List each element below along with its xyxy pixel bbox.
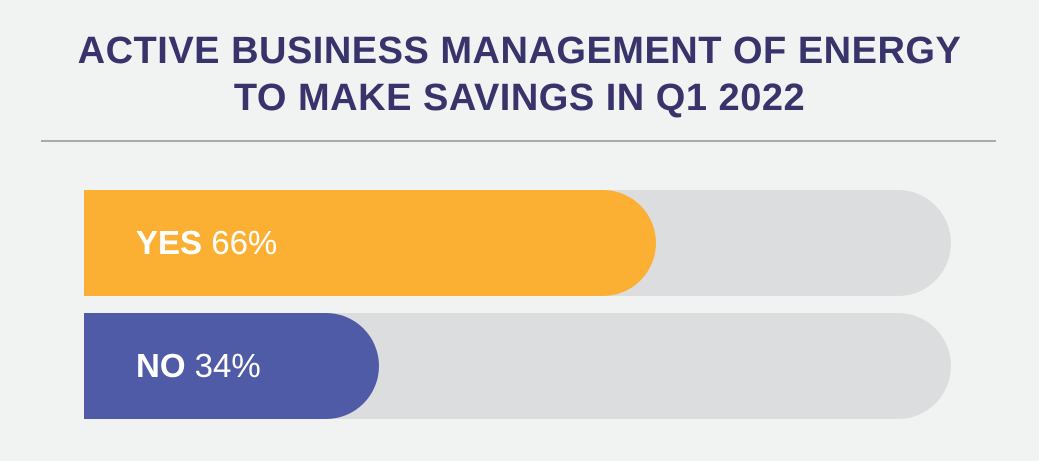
bar-yes	[84, 190, 657, 296]
bar-label-no: NO 34%	[136, 313, 261, 419]
bar-no	[84, 313, 379, 419]
chart-title: ACTIVE BUSINESS MANAGEMENT OF ENERGY TO …	[0, 28, 1039, 122]
bar-track-yes: YES 66%	[84, 190, 951, 296]
title-divider	[41, 140, 996, 142]
category-label: YES	[136, 224, 203, 261]
value-label: 66%	[202, 224, 278, 261]
chart-title-line-1: ACTIVE BUSINESS MANAGEMENT OF ENERGY	[77, 30, 962, 72]
bar-track-no: NO 34%	[84, 313, 951, 419]
chart-title-line-2: TO MAKE SAVINGS IN Q1 2022	[233, 77, 806, 119]
bar-label-yes: YES 66%	[136, 190, 277, 296]
category-label: NO	[136, 347, 186, 384]
value-label: 34%	[185, 347, 261, 384]
